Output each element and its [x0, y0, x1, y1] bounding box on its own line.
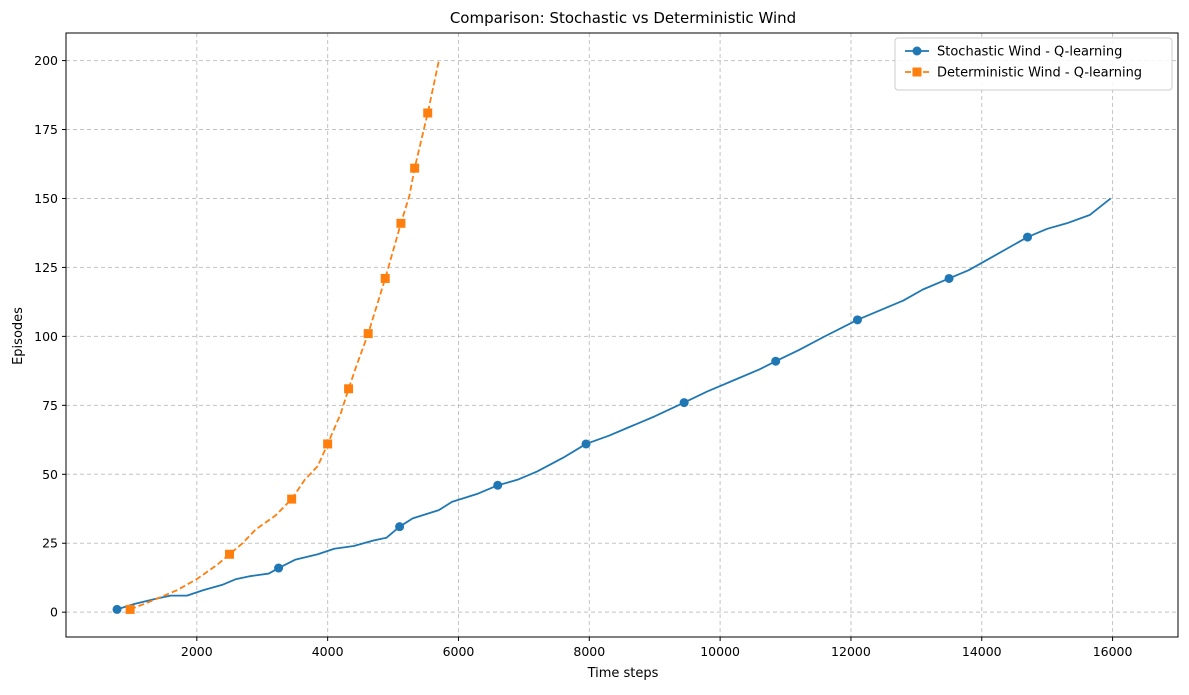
x-axis-label: Time steps: [587, 666, 659, 681]
y-tick-label: 175: [34, 122, 58, 137]
y-tick-label: 0: [50, 605, 58, 620]
series-line: [129, 60, 440, 611]
data-point-marker: [410, 163, 420, 173]
series-2: [125, 60, 440, 614]
x-tick-label: 10000: [700, 644, 740, 659]
data-point-marker: [1023, 232, 1033, 242]
legend-marker: [912, 46, 922, 56]
data-point-marker: [493, 480, 503, 490]
x-tick-label: 12000: [831, 644, 871, 659]
legend-marker: [912, 67, 922, 77]
y-tick-label: 75: [42, 398, 58, 413]
series-layer: [112, 60, 1112, 614]
y-tick-label: 200: [34, 53, 58, 68]
x-tick-label: 4000: [312, 644, 344, 659]
grid-layer: [66, 33, 1178, 637]
series-1: [112, 197, 1112, 614]
data-point-marker: [944, 273, 954, 283]
series-line: [116, 197, 1112, 611]
legend: Stochastic Wind - Q-learning Deterministi…: [894, 37, 1173, 91]
plot-frame: [65, 32, 1179, 638]
data-point-marker: [679, 398, 689, 408]
data-point-marker: [852, 315, 862, 325]
x-tick-label: 16000: [1093, 644, 1133, 659]
data-point-marker: [423, 108, 433, 118]
data-point-marker: [380, 273, 390, 283]
data-point-marker: [225, 549, 235, 559]
data-point-marker: [344, 384, 354, 394]
data-point-marker: [323, 439, 333, 449]
x-tick-label: 2000: [181, 644, 213, 659]
x-tick-label: 8000: [573, 644, 605, 659]
data-point-marker: [274, 563, 284, 573]
y-tick-label: 100: [34, 329, 58, 344]
x-tick-label: 6000: [443, 644, 475, 659]
legend-box: [894, 37, 1173, 91]
legend-label: Stochastic Wind - Q-learning: [937, 45, 1122, 60]
data-point-marker: [363, 329, 373, 339]
data-point-marker: [125, 604, 135, 614]
y-tick-label: 25: [42, 536, 58, 551]
y-axis-label: Episodes: [11, 307, 26, 365]
chart-title: Comparison: Stochastic vs Deterministic …: [450, 9, 796, 27]
data-point-marker: [112, 604, 122, 614]
data-point-marker: [581, 439, 591, 449]
x-tick-label: 14000: [962, 644, 1002, 659]
ticks-layer: 2000 4000 6000 8000 10000 12000 14000 16000 0 25 5…: [34, 53, 1132, 659]
legend-label: Deterministic Wind - Q-learning: [937, 66, 1142, 81]
y-tick-label: 150: [34, 191, 58, 206]
data-point-marker: [771, 356, 781, 366]
data-point-marker: [287, 494, 297, 504]
y-tick-label: 50: [42, 467, 58, 482]
data-point-marker: [395, 522, 405, 532]
y-tick-label: 125: [34, 260, 58, 275]
data-point-marker: [396, 218, 406, 228]
